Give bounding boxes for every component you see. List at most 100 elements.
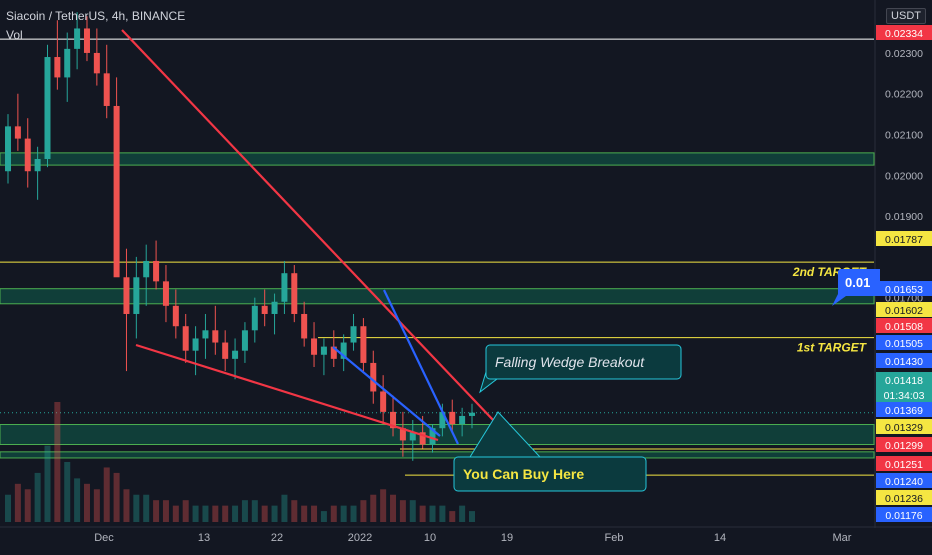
price-label: 0.01369: [885, 405, 923, 417]
volume-bar: [153, 500, 160, 522]
volume-bar: [232, 505, 239, 522]
price-label-bg: [876, 302, 932, 317]
price-label: 0.02334: [885, 28, 923, 40]
volume-bar: [222, 505, 229, 522]
trendline-wedge-lower-red: [135, 343, 439, 442]
volume-bar: [439, 505, 446, 522]
zone-3: [0, 451, 875, 459]
price-label-bg: [876, 387, 932, 402]
candle-body: [172, 305, 179, 327]
volume-bar: [469, 511, 475, 522]
volume-bar: [34, 472, 41, 522]
volume-bar: [399, 500, 406, 522]
candle-body: [251, 305, 258, 331]
volume-bar: [311, 505, 318, 522]
callout-box-1: [453, 456, 647, 492]
price-label-bg: [876, 419, 932, 434]
candle-body: [271, 301, 278, 314]
candle-body: [370, 362, 377, 392]
y-tick-label: 0.02200: [885, 89, 923, 101]
candle-body: [212, 330, 219, 343]
x-tick-label: 13: [198, 532, 210, 544]
candle-body: [360, 326, 367, 363]
volume-bar: [459, 505, 466, 522]
price-label-bg: [876, 437, 932, 452]
candle-body: [64, 48, 71, 78]
volume-bar: [172, 505, 179, 522]
x-tick-label: 14: [714, 532, 726, 544]
candle-body: [83, 28, 90, 53]
volume-bar: [123, 489, 130, 522]
volume-bar: [103, 467, 110, 522]
volume-bar: [74, 478, 81, 522]
volume-bar: [429, 505, 436, 522]
candle-body: [182, 326, 189, 351]
price-label: 0.01418: [885, 375, 923, 387]
candle-body: [429, 428, 436, 445]
volume-bar: [350, 505, 357, 522]
volume-bar: [370, 494, 377, 522]
candle-body: [281, 273, 288, 302]
candle-body: [123, 277, 130, 314]
price-label-bg: [876, 353, 932, 368]
volume-bar: [162, 500, 169, 522]
price-label: 0.01508: [885, 321, 923, 333]
volume-bar: [340, 505, 347, 522]
trendline-inner-blue-left: [332, 346, 441, 437]
price-label: 0.01653: [885, 284, 923, 296]
candle-body: [311, 338, 318, 355]
price-label-bg: [876, 402, 932, 417]
candle-body: [54, 57, 61, 78]
price-label-bg: [876, 456, 932, 471]
candle-body: [350, 326, 357, 343]
price-label: 01:34:03: [884, 390, 925, 402]
price-label: 0.01240: [885, 476, 923, 488]
candle-body: [449, 411, 456, 425]
callout-text-1: You Can Buy Here: [463, 466, 584, 482]
volume-bar: [281, 494, 288, 522]
currency-badge[interactable]: USDT: [886, 8, 926, 24]
candle-body: [439, 411, 446, 429]
candle-body: [291, 273, 298, 314]
y-tick-label: 0.02000: [885, 170, 923, 182]
volume-bar: [133, 494, 140, 522]
price-label: 0.01329: [885, 422, 923, 434]
candle-body: [153, 260, 160, 282]
volume-bar: [291, 500, 298, 522]
volume-bar: [93, 489, 100, 522]
volume-bar: [409, 500, 416, 522]
volume-bar: [261, 505, 268, 522]
candle-body: [24, 138, 31, 172]
candle-body: [93, 52, 100, 74]
x-tick-label: 22: [271, 532, 283, 544]
zone-0: [0, 152, 875, 166]
candle-body: [162, 281, 169, 306]
volume-bar: [54, 402, 61, 522]
volume-bar: [192, 505, 199, 522]
candle-body: [469, 412, 475, 416]
callout-text-0: Falling Wedge Breakout: [495, 354, 645, 370]
price-label: 0.01299: [885, 440, 923, 452]
price-label: 0.01236: [885, 493, 923, 505]
x-tick-label: Mar: [833, 532, 852, 544]
volume-bar: [360, 500, 367, 522]
volume-bar: [390, 494, 397, 522]
candle-body: [14, 126, 21, 139]
price-label: 0.01787: [885, 234, 923, 246]
volume-bar: [212, 505, 219, 522]
candle-body: [380, 391, 387, 412]
price-badge: [832, 269, 880, 306]
candle-body: [399, 428, 406, 441]
x-tick-label: 2022: [348, 532, 372, 544]
candle-body: [409, 432, 416, 441]
candle-body: [202, 330, 209, 339]
candle-body: [74, 28, 81, 49]
candle-body: [390, 411, 397, 429]
volume-bar: [182, 500, 189, 522]
price-label-bg: [876, 318, 932, 333]
price-label-bg: [876, 25, 932, 40]
volume-label: Vol: [6, 28, 23, 42]
candle-body: [330, 346, 337, 359]
